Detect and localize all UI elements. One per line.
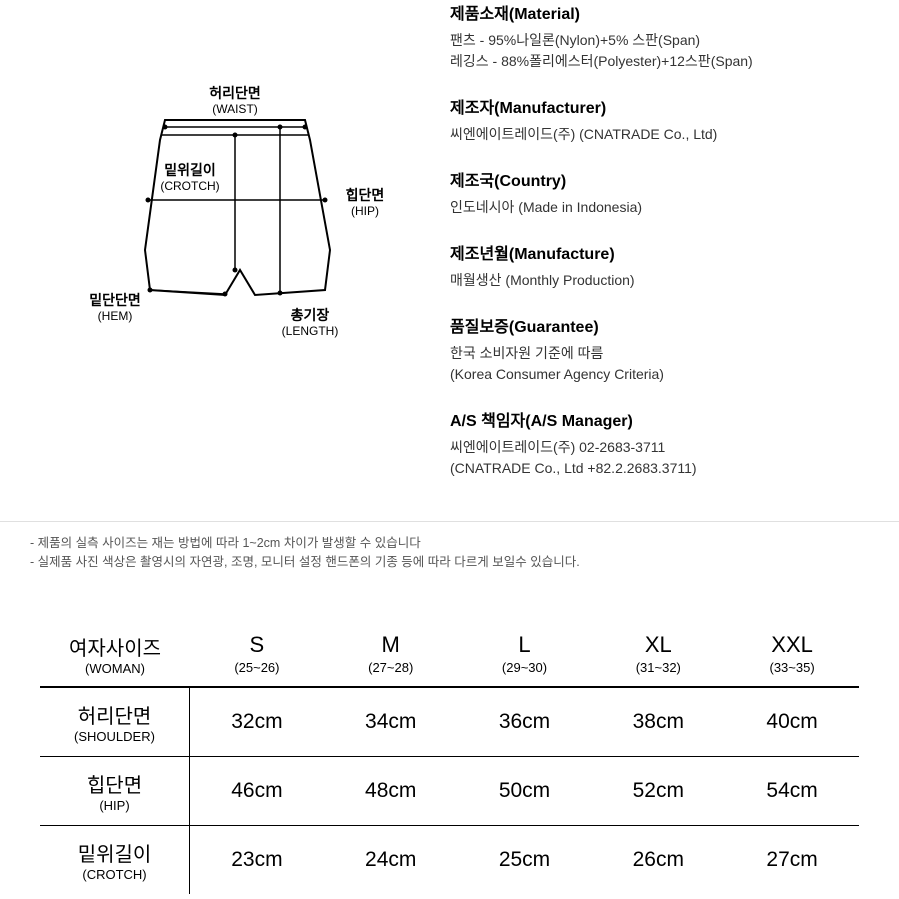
table-cell: 48cm [324, 761, 458, 821]
table-cell: 24cm [324, 830, 458, 890]
shorts-diagram: 허리단면 (WAIST) 밑위길이 (CROTCH) 힙단면 (HIP) 밑단단… [30, 80, 410, 360]
waist-label-kr: 허리단면 [209, 85, 261, 101]
manufacture-title: 제조년월(Manufacture) [450, 240, 869, 264]
table-cell: 27cm [725, 830, 859, 890]
size-row-crotch: 밑위길이 (CROTCH) 23cm 24cm 25cm 26cm 27cm [40, 826, 859, 894]
material-title: 제품소재(Material) [450, 0, 869, 24]
note-1: - 제품의 실측 사이즈는 재는 방법에 따라 1~2cm 차이가 발생할 수 … [30, 534, 869, 553]
waist-label-en: (WAIST) [212, 102, 258, 116]
country-block: 제조국(Country) 인도네시아 (Made in Indonesia) [450, 167, 869, 218]
size-header-en: (WOMAN) [40, 661, 190, 676]
note-2: - 실제품 사진 색상은 촬영시의 자연광, 조명, 모니터 설정 핸드폰의 기… [30, 553, 869, 572]
manufacturer-title: 제조자(Manufacturer) [450, 94, 869, 118]
table-cell: 52cm [591, 761, 725, 821]
country-text: 인도네시아 (Made in Indonesia) [450, 197, 869, 218]
diagram-column: 허리단면 (WAIST) 밑위길이 (CROTCH) 힙단면 (HIP) 밑단단… [30, 0, 430, 501]
manufacture-text: 매월생산 (Monthly Production) [450, 270, 869, 291]
guarantee-block: 품질보증(Guarantee) 한국 소비자원 기준에 따름 (Korea Co… [450, 313, 869, 385]
table-cell: 25cm [458, 830, 592, 890]
material-line1: 팬츠 - 95%나일론(Nylon)+5% 스판(Span) [450, 30, 869, 51]
hem-label-en: (HEM) [98, 309, 133, 323]
table-cell: 40cm [725, 692, 859, 752]
guarantee-line2: (Korea Consumer Agency Criteria) [450, 364, 869, 385]
notes-section: - 제품의 실측 사이즈는 재는 방법에 따라 1~2cm 차이가 발생할 수 … [0, 522, 899, 572]
manufacturer-block: 제조자(Manufacturer) 씨엔에이트레이드(주) (CNATRADE … [450, 94, 869, 145]
length-label-en: (LENGTH) [282, 324, 339, 338]
size-col-m: M (27~28) [324, 632, 458, 675]
size-col-s: S (25~26) [190, 632, 324, 675]
table-cell: 46cm [190, 761, 324, 821]
size-row-hip: 힙단면 (HIP) 46cm 48cm 50cm 52cm 54cm [40, 757, 859, 826]
as-line1: 씨엔에이트레이드(주) 02-2683-3711 [450, 437, 869, 458]
country-title: 제조국(Country) [450, 167, 869, 191]
manufacture-block: 제조년월(Manufacture) 매월생산 (Monthly Producti… [450, 240, 869, 291]
row-label: 밑위길이 (CROTCH) [40, 826, 190, 894]
table-cell: 32cm [190, 692, 324, 752]
size-table: 여자사이즈 (WOMAN) S (25~26) M (27~28) L (29~… [0, 632, 899, 894]
top-section: 허리단면 (WAIST) 밑위길이 (CROTCH) 힙단면 (HIP) 밑단단… [0, 0, 899, 522]
material-block: 제품소재(Material) 팬츠 - 95%나일론(Nylon)+5% 스판(… [450, 0, 869, 72]
material-line2: 레깅스 - 88%폴리에스터(Polyester)+12스판(Span) [450, 51, 869, 72]
length-label-kr: 총기장 [291, 307, 330, 323]
table-cell: 34cm [324, 692, 458, 752]
as-block: A/S 책임자(A/S Manager) 씨엔에이트레이드(주) 02-2683… [450, 407, 869, 479]
manufacturer-text: 씨엔에이트레이드(주) (CNATRADE Co., Ltd) [450, 124, 869, 145]
row-label: 힙단면 (HIP) [40, 757, 190, 825]
as-line2: (CNATRADE Co., Ltd +82.2.2683.3711) [450, 458, 869, 479]
as-title: A/S 책임자(A/S Manager) [450, 407, 869, 431]
size-col-xxl: XXL (33~35) [725, 632, 859, 675]
hip-label-en: (HIP) [351, 204, 379, 218]
table-cell: 38cm [591, 692, 725, 752]
row-label: 허리단면 (SHOULDER) [40, 688, 190, 756]
size-col-l: L (29~30) [458, 632, 592, 675]
size-row-shoulder: 허리단면 (SHOULDER) 32cm 34cm 36cm 38cm 40cm [40, 688, 859, 757]
size-header-row: 여자사이즈 (WOMAN) S (25~26) M (27~28) L (29~… [40, 632, 859, 688]
hem-label-kr: 밑단단면 [89, 292, 141, 308]
table-cell: 50cm [458, 761, 592, 821]
guarantee-title: 품질보증(Guarantee) [450, 313, 869, 337]
table-cell: 54cm [725, 761, 859, 821]
crotch-label-kr: 밑위길이 [164, 162, 216, 178]
info-column: 제품소재(Material) 팬츠 - 95%나일론(Nylon)+5% 스판(… [430, 0, 869, 501]
crotch-label-en: (CROTCH) [160, 179, 219, 193]
table-cell: 23cm [190, 830, 324, 890]
table-cell: 36cm [458, 692, 592, 752]
size-col-xl: XL (31~32) [591, 632, 725, 675]
size-header-kr: 여자사이즈 [40, 632, 190, 661]
table-cell: 26cm [591, 830, 725, 890]
size-header-label: 여자사이즈 (WOMAN) [40, 632, 190, 676]
guarantee-line1: 한국 소비자원 기준에 따름 [450, 343, 869, 364]
hip-label-kr: 힙단면 [346, 187, 385, 203]
